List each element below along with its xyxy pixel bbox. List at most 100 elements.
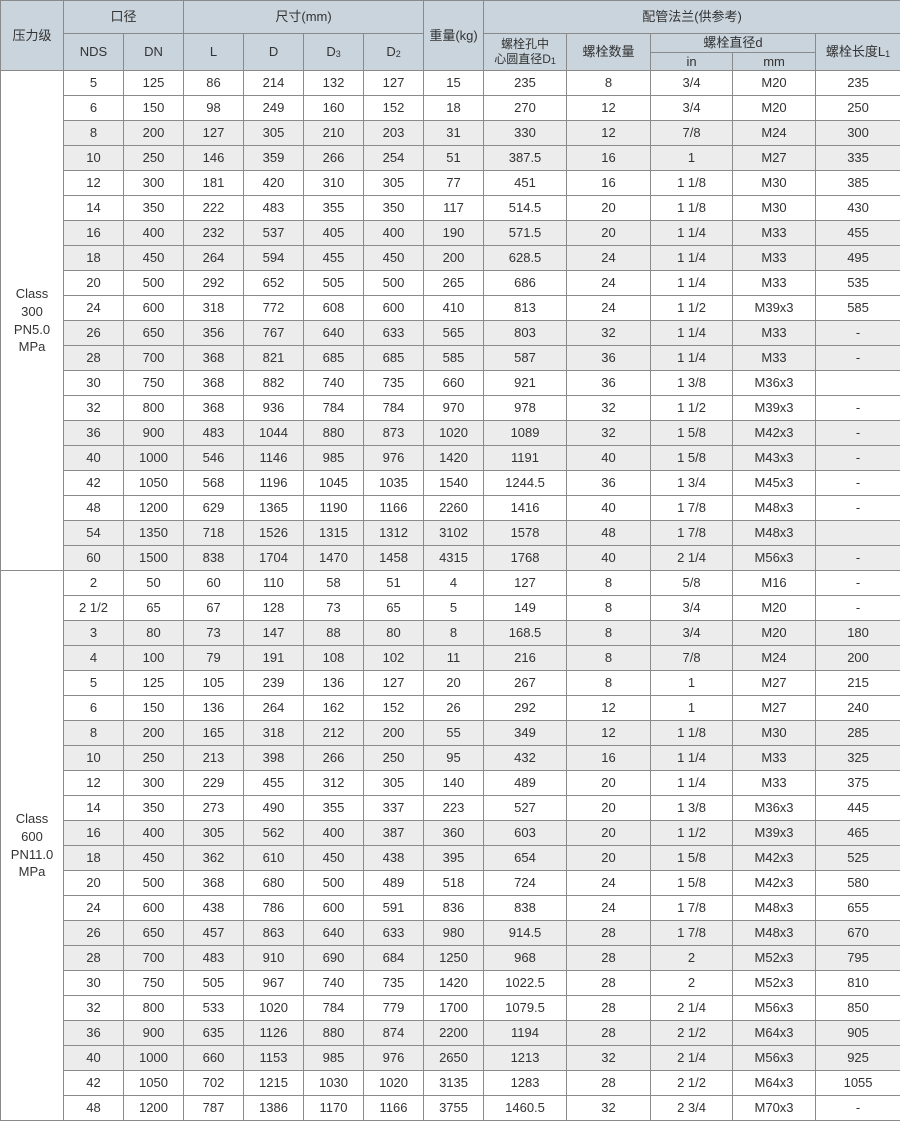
cell-d2: 400 bbox=[364, 221, 424, 246]
cell-l: 305 bbox=[184, 821, 244, 846]
cell-weight: 4315 bbox=[424, 546, 484, 571]
cell-bolt-circle: 216 bbox=[484, 646, 567, 671]
cell-bolt-mm: M33 bbox=[733, 746, 816, 771]
header-l: L bbox=[184, 34, 244, 71]
cell-d: 562 bbox=[244, 821, 304, 846]
cell-bolt-count: 20 bbox=[567, 821, 651, 846]
cell-bolt-in: 1 1/4 bbox=[651, 771, 733, 796]
cell-bolt-circle: 1191 bbox=[484, 446, 567, 471]
cell-l: 368 bbox=[184, 371, 244, 396]
cell-bolt-mm: M42x3 bbox=[733, 871, 816, 896]
cell-dn: 650 bbox=[124, 921, 184, 946]
cell-bolt-length: 810 bbox=[816, 971, 900, 996]
cell-dn: 1500 bbox=[124, 546, 184, 571]
cell-bolt-in: 1 7/8 bbox=[651, 521, 733, 546]
cell-bolt-circle: 235 bbox=[484, 71, 567, 96]
cell-d: 110 bbox=[244, 571, 304, 596]
cell-d: 1196 bbox=[244, 471, 304, 496]
header-d2-main: D bbox=[386, 44, 395, 59]
cell-d3: 405 bbox=[304, 221, 364, 246]
cell-bolt-count: 32 bbox=[567, 1096, 651, 1121]
cell-dn: 250 bbox=[124, 146, 184, 171]
cell-bolt-length: 430 bbox=[816, 196, 900, 221]
cell-bolt-circle: 1194 bbox=[484, 1021, 567, 1046]
cell-bolt-length: 905 bbox=[816, 1021, 900, 1046]
cell-bolt-mm: M33 bbox=[733, 346, 816, 371]
cell-dn: 750 bbox=[124, 371, 184, 396]
cell-bolt-mm: M30 bbox=[733, 721, 816, 746]
cell-bolt-circle: 514.5 bbox=[484, 196, 567, 221]
cell-bolt-circle: 149 bbox=[484, 596, 567, 621]
cell-bolt-in: 5/8 bbox=[651, 571, 733, 596]
cell-dn: 1350 bbox=[124, 521, 184, 546]
cell-bolt-count: 8 bbox=[567, 596, 651, 621]
cell-dn: 350 bbox=[124, 796, 184, 821]
cell-d3: 455 bbox=[304, 246, 364, 271]
cell-weight: 360 bbox=[424, 821, 484, 846]
cell-d: 537 bbox=[244, 221, 304, 246]
cell-dn: 800 bbox=[124, 396, 184, 421]
cell-weight: 95 bbox=[424, 746, 484, 771]
cell-nds: 12 bbox=[64, 171, 124, 196]
cell-d: 214 bbox=[244, 71, 304, 96]
cell-weight: 410 bbox=[424, 296, 484, 321]
cell-bolt-count: 40 bbox=[567, 496, 651, 521]
cell-d3: 355 bbox=[304, 796, 364, 821]
header-dn: DN bbox=[124, 34, 184, 71]
cell-d3: 162 bbox=[304, 696, 364, 721]
cell-nds: 48 bbox=[64, 496, 124, 521]
cell-d2: 684 bbox=[364, 946, 424, 971]
cell-bolt-circle: 1578 bbox=[484, 521, 567, 546]
cell-l: 368 bbox=[184, 396, 244, 421]
cell-bolt-length: 1055 bbox=[816, 1071, 900, 1096]
cell-bolt-length: - bbox=[816, 396, 900, 421]
cell-weight: 980 bbox=[424, 921, 484, 946]
cell-bolt-mm: M48x3 bbox=[733, 496, 816, 521]
cell-bolt-length: - bbox=[816, 346, 900, 371]
cell-dn: 1050 bbox=[124, 1071, 184, 1096]
cell-l: 165 bbox=[184, 721, 244, 746]
cell-d3: 880 bbox=[304, 421, 364, 446]
cell-l: 292 bbox=[184, 271, 244, 296]
pressure-class-line: MPa bbox=[19, 864, 46, 879]
cell-dn: 50 bbox=[124, 571, 184, 596]
cell-l: 368 bbox=[184, 871, 244, 896]
cell-dn: 650 bbox=[124, 321, 184, 346]
cell-d3: 210 bbox=[304, 121, 364, 146]
cell-bolt-in: 1 5/8 bbox=[651, 871, 733, 896]
cell-d3: 108 bbox=[304, 646, 364, 671]
cell-dn: 450 bbox=[124, 246, 184, 271]
cell-nds: 14 bbox=[64, 196, 124, 221]
cell-bolt-circle: 270 bbox=[484, 96, 567, 121]
cell-bolt-count: 28 bbox=[567, 921, 651, 946]
cell-bolt-length: - bbox=[816, 446, 900, 471]
cell-bolt-in: 2 1/4 bbox=[651, 996, 733, 1021]
cell-d: 767 bbox=[244, 321, 304, 346]
pressure-class-line: 600 bbox=[21, 829, 43, 844]
cell-dn: 250 bbox=[124, 746, 184, 771]
cell-d2: 874 bbox=[364, 1021, 424, 1046]
header-bolt-length-main: 螺栓长度L bbox=[826, 44, 885, 59]
cell-dn: 100 bbox=[124, 646, 184, 671]
cell-d2: 305 bbox=[364, 771, 424, 796]
pressure-class-line: Class bbox=[16, 286, 49, 301]
cell-l: 213 bbox=[184, 746, 244, 771]
cell-dn: 500 bbox=[124, 271, 184, 296]
cell-bolt-circle: 724 bbox=[484, 871, 567, 896]
cell-nds: 40 bbox=[64, 1046, 124, 1071]
cell-weight: 1540 bbox=[424, 471, 484, 496]
cell-d2: 500 bbox=[364, 271, 424, 296]
cell-d3: 740 bbox=[304, 371, 364, 396]
cell-d2: 1035 bbox=[364, 471, 424, 496]
cell-l: 127 bbox=[184, 121, 244, 146]
header-bolt-circle-sub: 1 bbox=[551, 56, 556, 66]
cell-bolt-mm: M33 bbox=[733, 246, 816, 271]
cell-d2: 350 bbox=[364, 196, 424, 221]
cell-bolt-in: 2 1/2 bbox=[651, 1071, 733, 1096]
